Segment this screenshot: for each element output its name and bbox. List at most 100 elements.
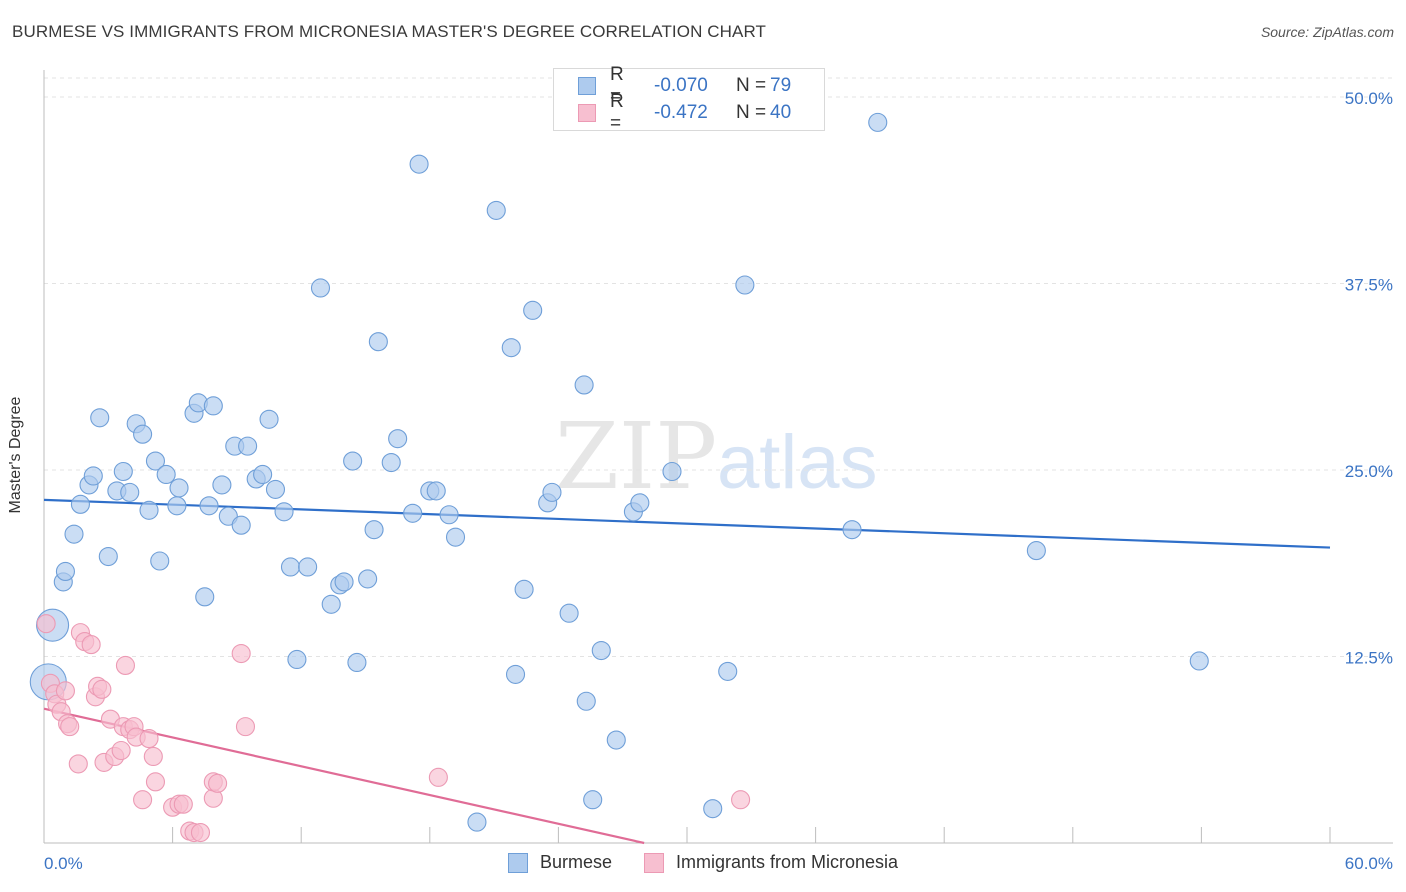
data-points (29, 112, 1209, 843)
legend: R = -0.070 N = 79 R = -0.472 N = 40 (553, 64, 825, 134)
burmese-point (662, 461, 682, 482)
x-tick-label: 60.0% (1345, 854, 1393, 873)
burmese-point (310, 278, 331, 298)
burmese-point (542, 482, 562, 502)
burmese-point (90, 408, 110, 428)
burmese-point (167, 496, 187, 516)
burmese-point (298, 557, 318, 577)
legend-r-value: -0.472 (654, 102, 708, 123)
legend-n-value: 79 (770, 75, 792, 96)
burmese-point (120, 482, 140, 502)
burmese-point (576, 691, 596, 711)
burmese-point (606, 730, 626, 750)
burmese-point (735, 275, 755, 295)
trend-lines (43, 498, 1331, 845)
axes (43, 70, 1393, 844)
burmese-point (1189, 651, 1209, 671)
burmese-point (501, 338, 521, 358)
burmese-point (156, 464, 176, 485)
burmese-point (368, 332, 388, 352)
legend-n-label: N = (736, 75, 767, 96)
y-tick-label: 50.0% (1345, 89, 1393, 108)
micronesia-point (231, 643, 251, 664)
micronesia-point (428, 767, 448, 787)
burmese-point (145, 451, 166, 471)
burmese-point (98, 546, 118, 567)
burmese-point (364, 520, 384, 540)
burmese-point (169, 478, 189, 498)
burmese-point (238, 436, 258, 456)
legend-r-value: -0.070 (654, 75, 708, 96)
burmese-point (113, 461, 133, 482)
burmese-point (381, 452, 401, 473)
burmese-point (274, 502, 294, 522)
burmese-point (718, 661, 738, 681)
legend-n-label: N = (736, 102, 767, 123)
watermark-atlas: atlas (717, 420, 878, 505)
burmese-point (70, 494, 90, 514)
bottom-legend: Burmese Immigrants from Micronesia (0, 852, 1406, 873)
burmese-point (347, 652, 367, 673)
micronesia-point (731, 790, 751, 810)
burmese-point (467, 812, 487, 832)
burmese-point (868, 112, 888, 132)
bottom-legend-micronesia: Immigrants from Micronesia (643, 852, 899, 873)
burmese-point (321, 594, 341, 614)
micronesia-point (68, 754, 88, 774)
micronesia-point (143, 746, 163, 767)
burmese-point (358, 569, 378, 589)
micronesia-point (55, 681, 75, 701)
burmese-point (388, 429, 408, 449)
burmese-point (265, 479, 286, 499)
micronesia-point (111, 740, 131, 761)
burmese-point (259, 409, 279, 429)
micronesia-point (145, 772, 166, 792)
burmese-point (287, 649, 307, 670)
x-tick-label: 0.0% (44, 854, 83, 873)
tick-labels: 12.5% 25.0% 37.5% 50.0% 0.0% 60.0% (44, 89, 1393, 873)
burmese-point (64, 524, 84, 544)
burmese-point (343, 451, 363, 471)
burmese-point (523, 300, 543, 320)
micronesia-point (92, 679, 112, 699)
burmese-point (439, 505, 459, 525)
grid-lines (44, 77, 1393, 657)
bottom-legend-swatch-burmese (507, 852, 528, 873)
burmese-point (253, 464, 273, 485)
burmese-point (1026, 541, 1046, 561)
burmese-point (334, 572, 354, 592)
legend-r-label: R = (610, 64, 624, 107)
burmese-point (409, 154, 429, 174)
y-tick-label: 37.5% (1345, 276, 1393, 295)
legend-n-value: 40 (770, 102, 792, 123)
burmese-point (703, 799, 723, 819)
burmese-point (203, 396, 223, 416)
burmese-point (559, 603, 579, 623)
y-tick-label: 25.0% (1345, 462, 1393, 481)
legend-swatch-burmese (578, 77, 596, 95)
burmese-point (55, 561, 75, 582)
burmese-point (133, 424, 153, 444)
burmese-point (403, 503, 423, 523)
burmese-point (591, 640, 611, 661)
burmese-point (514, 579, 534, 599)
legend-swatch-micronesia (578, 104, 596, 122)
burmese-point (139, 500, 159, 520)
burmese-point (445, 527, 466, 547)
legend-row-burmese: R = -0.070 N = 79 (578, 64, 792, 107)
burmese-point (842, 520, 862, 540)
burmese-point (486, 200, 506, 220)
burmese-point (150, 551, 170, 571)
micronesia-point (190, 823, 211, 843)
y-axis-label: Master's Degree (7, 396, 24, 514)
micronesia-point (208, 773, 228, 793)
bottom-legend-label: Burmese (539, 852, 612, 872)
bottom-legend-label: Immigrants from Micronesia (675, 852, 899, 872)
burmese-point (231, 515, 251, 535)
burmese-point (83, 466, 103, 486)
micronesia-point (139, 729, 159, 749)
source-label: Source: ZipAtlas.com (1260, 24, 1394, 40)
burmese-point (212, 475, 232, 495)
burmese-point (195, 587, 215, 607)
